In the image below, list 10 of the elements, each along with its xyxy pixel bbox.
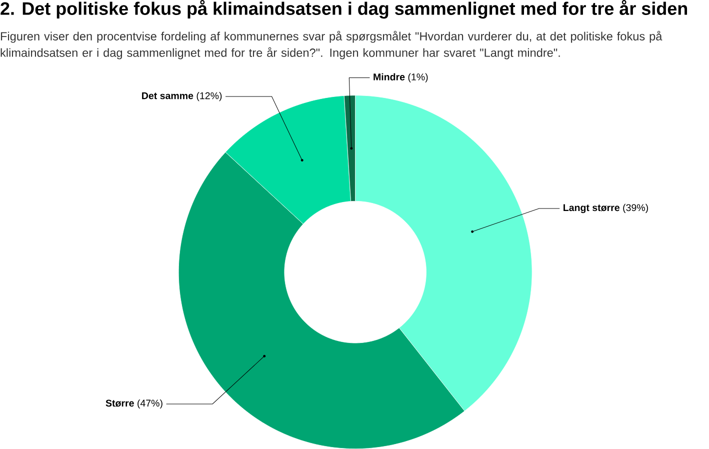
chart-subtitle: Figuren viser den procentvise fordeling af kommunernes svar på spørgsmålet "Hvordan vurderer du, at det politiske fokus på klimaindsatsen er i dag sammenlignet med for tre år siden?". Ingen kommuner har svaret "Langt mindre". bbox=[0, 30, 662, 60]
data-label: (1%) bbox=[408, 73, 428, 82]
data-label: (12%) bbox=[196, 92, 222, 102]
slice-label: Større bbox=[106, 400, 134, 407]
data-label: (39%) bbox=[623, 204, 648, 214]
chart-title: 2. Det politiske fokus på klimaindsatsen i dag sammenlignet med for tre år siden bbox=[0, 0, 688, 19]
data-label: (47%) bbox=[138, 399, 162, 409]
slice-label: Det samme bbox=[142, 92, 194, 100]
slice-label: Mindre bbox=[374, 73, 405, 80]
slice-label: Langt større bbox=[564, 204, 620, 214]
